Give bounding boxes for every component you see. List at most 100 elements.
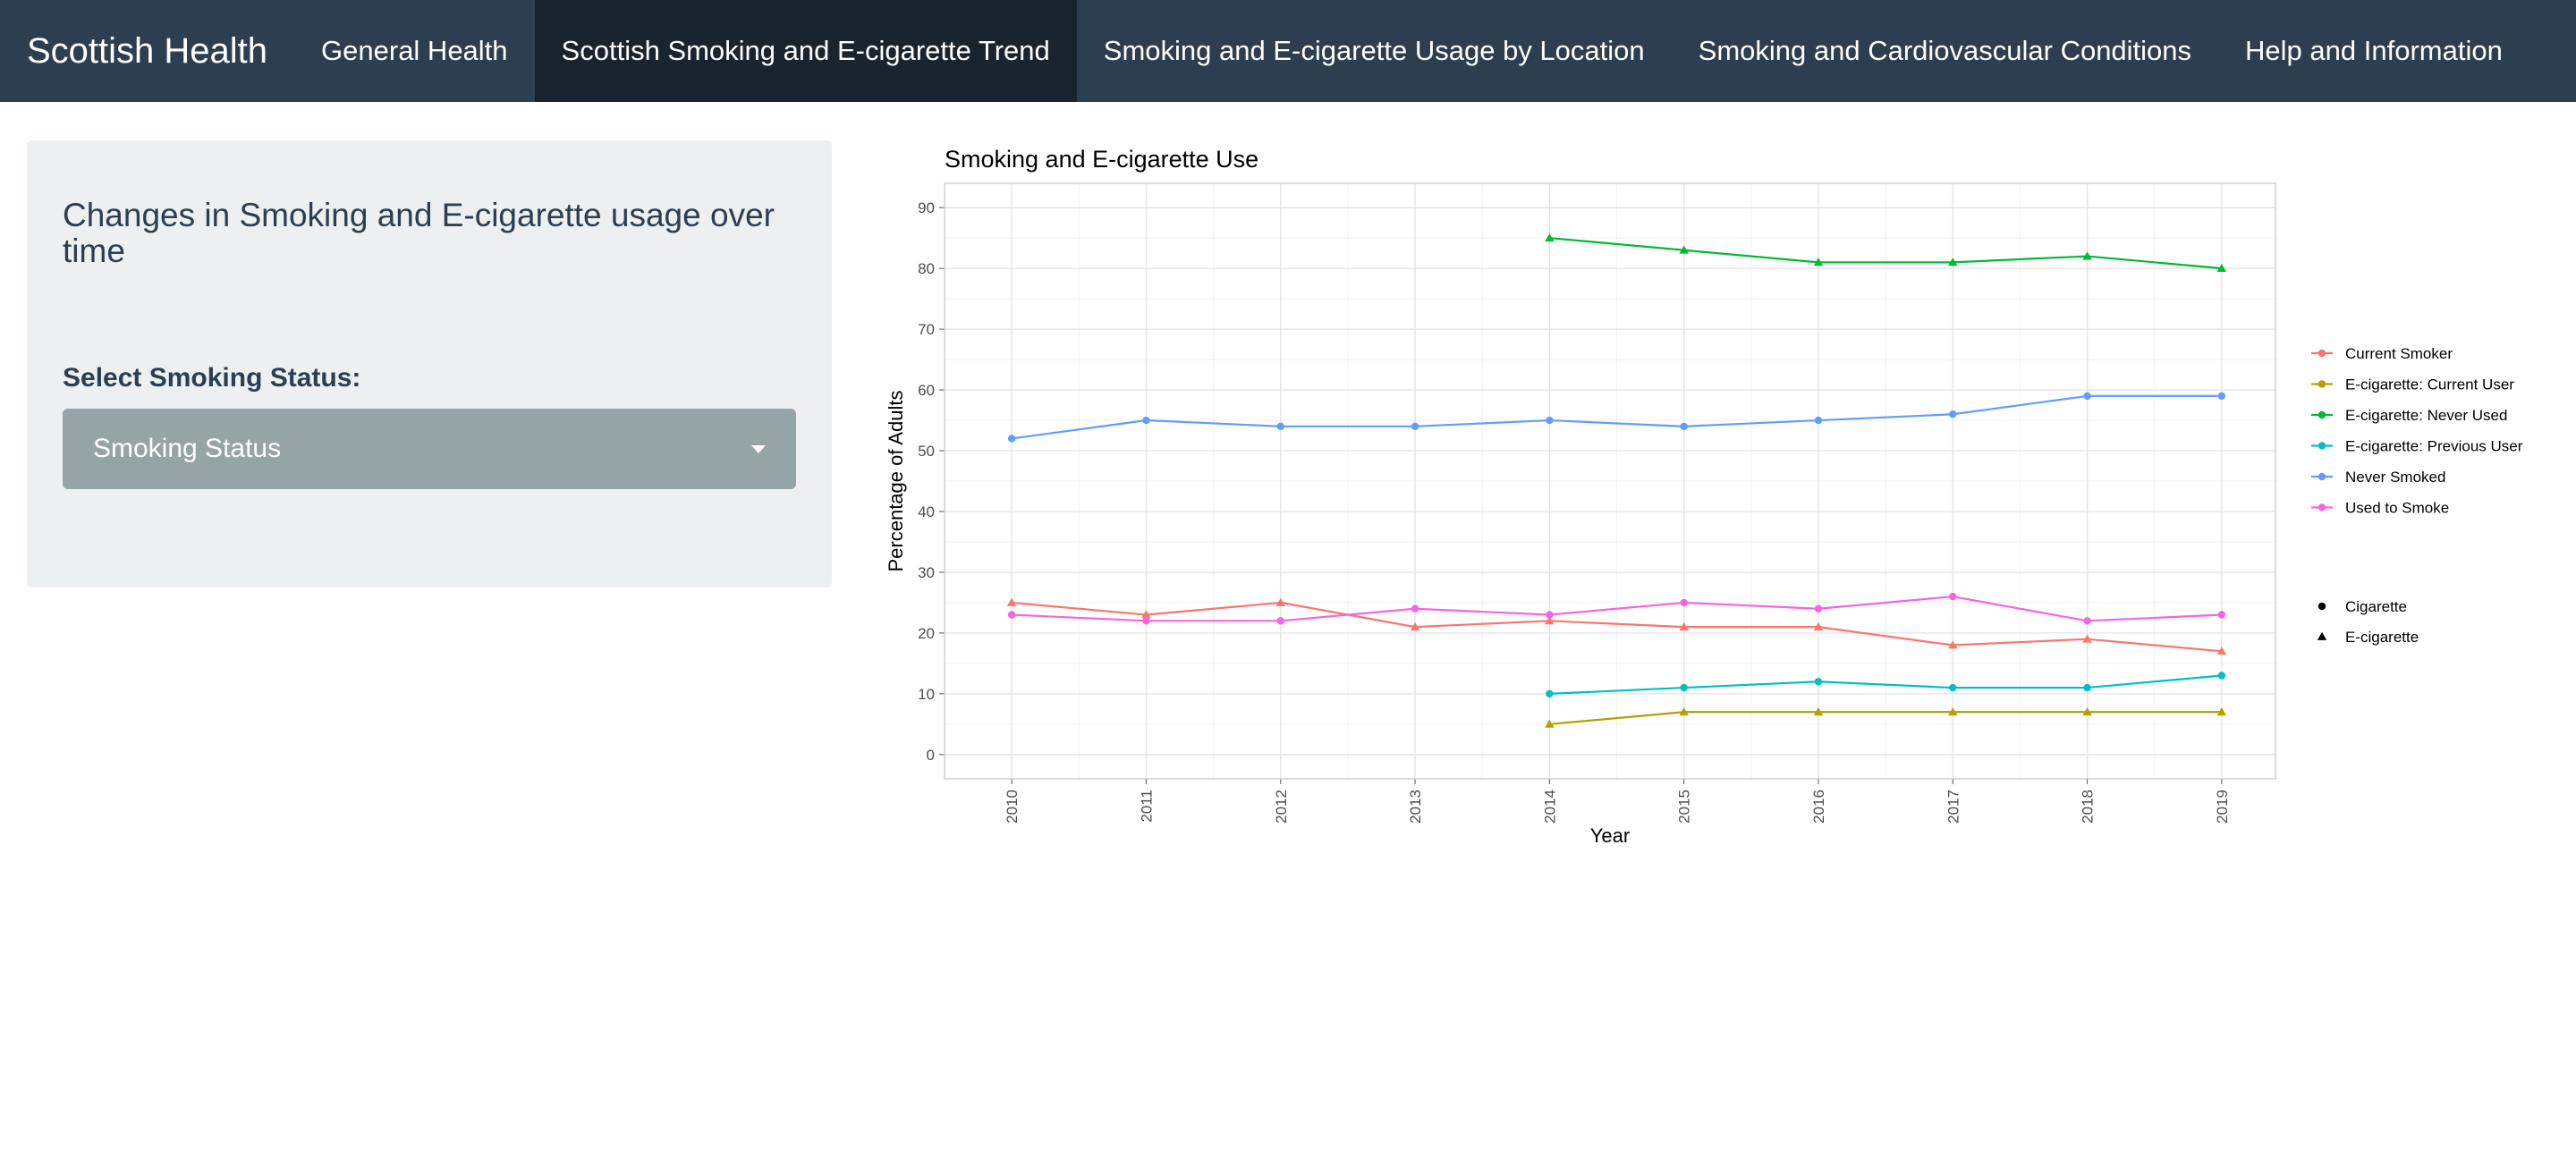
data-point bbox=[1141, 610, 1151, 619]
y-tick-label: 20 bbox=[918, 625, 935, 642]
brand-title[interactable]: Scottish Health bbox=[27, 31, 268, 71]
shape-legend: Cigarette E-cigarette bbox=[2317, 598, 2419, 646]
data-point bbox=[2083, 617, 2091, 625]
data-point bbox=[1006, 597, 1017, 606]
legend-label: E-cigarette: Previous User bbox=[2345, 438, 2523, 455]
data-point bbox=[2082, 634, 2092, 643]
navbar: Scottish Health General Health Scottish … bbox=[0, 0, 2576, 102]
x-tick-label: 2015 bbox=[1676, 790, 1693, 824]
color-legend: Current Smoker E-cigarette: Current User E… bbox=[2311, 345, 2523, 517]
data-point bbox=[1411, 422, 1419, 431]
legend-label: E-cigarette bbox=[2345, 629, 2419, 646]
y-axis-title: Percentage of Adults bbox=[886, 390, 907, 571]
data-point bbox=[1948, 640, 1958, 649]
select-value: Smoking Status bbox=[93, 434, 282, 463]
series-line bbox=[1549, 674, 2222, 695]
tab-general-health[interactable]: General Health bbox=[321, 35, 508, 66]
chart-container: Smoking and E-cigarette Use Year Percent… bbox=[886, 139, 2567, 854]
series-line bbox=[1549, 237, 2222, 270]
y-tick-label: 30 bbox=[918, 564, 935, 581]
data-point bbox=[1949, 683, 1957, 692]
data-point bbox=[1276, 422, 1284, 431]
legend-label: Cigarette bbox=[2345, 598, 2407, 615]
series-e-cigarette-current-user bbox=[1545, 707, 2227, 728]
data-point bbox=[1007, 611, 1016, 619]
data-point bbox=[1949, 410, 1957, 418]
y-tick-label: 50 bbox=[918, 443, 935, 460]
line-chart: Smoking and E-cigarette Use Year Percent… bbox=[886, 146, 2523, 847]
data-point bbox=[1679, 621, 1689, 631]
series-line bbox=[1012, 596, 2222, 622]
chart-title: Smoking and E-cigarette Use bbox=[945, 146, 1258, 173]
sidebar-heading: Changes in Smoking and E-cigarette usage… bbox=[63, 197, 775, 269]
tab-smoking-trend[interactable]: Scottish Smoking and E-cigarette Trend bbox=[534, 0, 1077, 102]
series-current-smoker bbox=[1006, 597, 2227, 655]
data-point bbox=[1948, 707, 1958, 716]
y-tick-label: 90 bbox=[918, 199, 935, 216]
legend-key-point bbox=[2318, 380, 2326, 388]
data-point bbox=[1276, 617, 1284, 625]
x-tick-label: 2017 bbox=[1945, 790, 1962, 824]
series-used-to-smoke bbox=[1007, 592, 2226, 625]
series-e-cigarette-previous-user bbox=[1546, 672, 2226, 698]
series-never-smoked bbox=[1007, 392, 2226, 443]
y-tick-label: 70 bbox=[918, 321, 935, 338]
legend-label: E-cigarette: Current User bbox=[2345, 376, 2514, 393]
legend-label: Never Smoked bbox=[2345, 469, 2445, 486]
data-point bbox=[1545, 719, 1555, 728]
tab-help[interactable]: Help and Information bbox=[2245, 35, 2503, 66]
x-tick-label: 2012 bbox=[1273, 790, 1290, 824]
data-point bbox=[2216, 707, 2227, 716]
data-point bbox=[1007, 435, 1016, 443]
sidebar-panel: Changes in Smoking and E-cigarette usage… bbox=[27, 140, 832, 587]
data-point bbox=[1814, 416, 1823, 425]
data-point bbox=[1948, 258, 1958, 266]
y-tick-label: 10 bbox=[918, 686, 935, 703]
smoking-status-select[interactable]: Smoking Status bbox=[63, 409, 796, 489]
legend-label: E-cigarette: Never Used bbox=[2345, 407, 2507, 424]
data-point bbox=[1142, 416, 1150, 425]
nav-tabs: General Health Scottish Smoking and E-ci… bbox=[294, 0, 2529, 102]
legend-key-point bbox=[2318, 472, 2326, 481]
y-tick-label: 80 bbox=[918, 260, 935, 277]
tab-cardiovascular[interactable]: Smoking and Cardiovascular Conditions bbox=[1698, 35, 2192, 66]
data-point bbox=[1546, 611, 1554, 619]
data-point bbox=[1410, 621, 1420, 631]
x-tick-label: 2010 bbox=[1004, 790, 1021, 824]
grid-lines bbox=[945, 183, 2275, 779]
data-point bbox=[1546, 689, 1554, 698]
select-label: Select Smoking Status: bbox=[63, 363, 361, 393]
data-point bbox=[1679, 707, 1689, 716]
x-tick-label: 2013 bbox=[1407, 790, 1424, 824]
data-point bbox=[1679, 245, 1689, 254]
data-point bbox=[1680, 422, 1688, 431]
legend-key-point bbox=[2318, 442, 2326, 450]
data-point bbox=[2216, 263, 2227, 273]
series-e-cigarette-never-used bbox=[1545, 232, 2227, 273]
data-point bbox=[1813, 621, 1824, 631]
x-tick-label: 2011 bbox=[1138, 790, 1155, 823]
data-point bbox=[1813, 707, 1824, 716]
x-tick-label: 2019 bbox=[2214, 790, 2231, 824]
data-point bbox=[1680, 683, 1688, 692]
data-point bbox=[1545, 616, 1555, 625]
legend-key-point bbox=[2318, 349, 2326, 358]
panel-border bbox=[944, 182, 2276, 780]
data-point bbox=[1142, 617, 1150, 625]
data-point bbox=[2083, 683, 2091, 692]
data-point bbox=[2082, 707, 2092, 716]
data-point bbox=[1680, 598, 1688, 607]
series-line bbox=[1012, 394, 2222, 440]
data-point bbox=[2216, 647, 2227, 655]
legend-shape-key bbox=[2318, 602, 2326, 611]
data-point bbox=[1411, 604, 1419, 613]
data-point bbox=[1546, 416, 1554, 425]
x-axis-title: Year bbox=[1590, 824, 1630, 847]
tab-usage-by-location[interactable]: Smoking and E-cigarette Usage by Locatio… bbox=[1103, 35, 1645, 66]
x-tick-label: 2018 bbox=[2080, 790, 2097, 824]
data-point bbox=[2082, 251, 2092, 260]
data-point bbox=[1949, 592, 1957, 601]
data-point bbox=[1814, 678, 1823, 686]
y-tick-label: 0 bbox=[927, 747, 935, 764]
data-point bbox=[1814, 604, 1823, 613]
